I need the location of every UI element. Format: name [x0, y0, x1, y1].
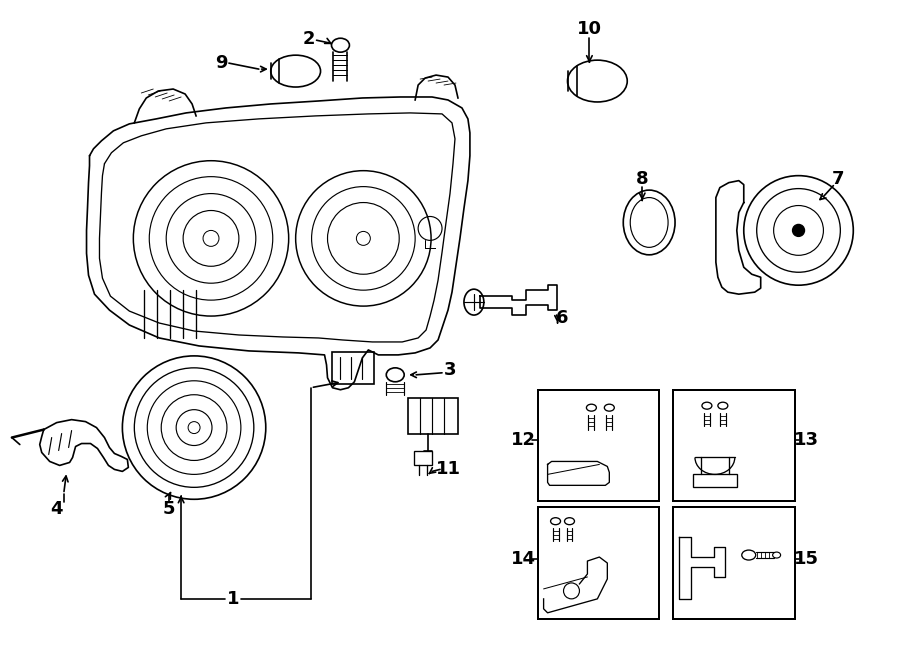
Text: 6: 6 — [556, 309, 569, 327]
Text: 8: 8 — [636, 170, 649, 188]
Text: 2: 2 — [302, 30, 315, 48]
Text: 15: 15 — [794, 550, 819, 568]
Text: 12: 12 — [511, 430, 536, 449]
Text: 1: 1 — [227, 590, 239, 608]
Bar — [537, 390, 659, 501]
Bar — [332, 352, 374, 384]
Text: 4: 4 — [50, 500, 63, 518]
Text: 11: 11 — [436, 461, 461, 479]
Text: 5: 5 — [163, 500, 176, 518]
Text: 7: 7 — [832, 170, 844, 188]
Bar — [673, 507, 795, 619]
Text: 9: 9 — [215, 54, 227, 72]
Text: 14: 14 — [511, 550, 536, 568]
Bar — [409, 398, 458, 434]
Circle shape — [793, 225, 805, 237]
Bar — [673, 390, 795, 501]
Bar — [693, 475, 737, 487]
Text: 13: 13 — [794, 430, 819, 449]
Bar — [414, 451, 432, 465]
Bar — [537, 507, 659, 619]
Text: 3: 3 — [444, 361, 456, 379]
Text: 10: 10 — [577, 20, 602, 38]
